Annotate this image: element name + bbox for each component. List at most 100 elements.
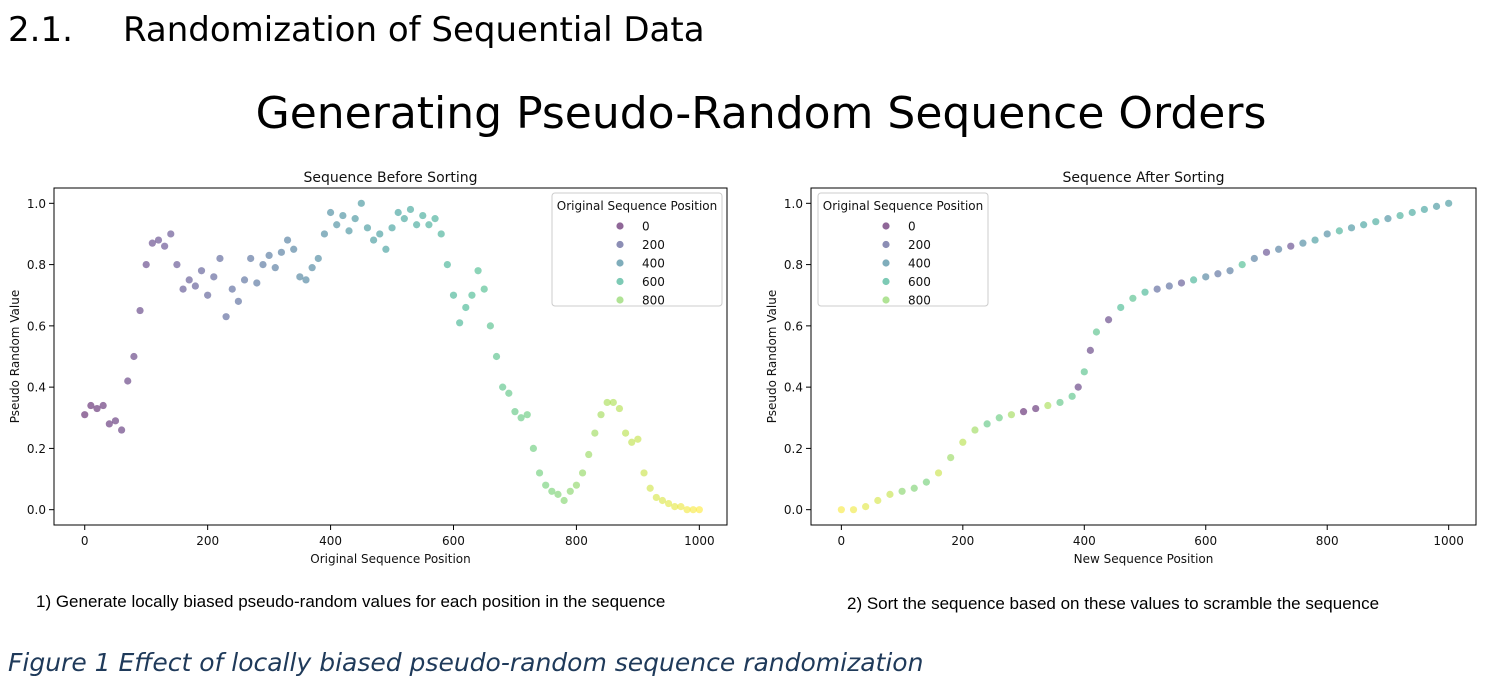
data-point xyxy=(265,251,273,259)
data-point xyxy=(259,260,267,269)
figure-caption: Figure 1 Effect of locally biased pseudo… xyxy=(8,648,924,677)
data-point xyxy=(910,484,918,492)
legend-marker xyxy=(882,296,890,304)
data-point xyxy=(886,490,894,498)
data-point xyxy=(849,506,858,514)
data-point xyxy=(130,352,138,361)
legend: Original Sequence Position 0 200 400 600 800 xyxy=(551,192,723,308)
data-point xyxy=(425,221,433,229)
data-point xyxy=(142,260,150,269)
legend-entry: 0 xyxy=(642,220,650,234)
x-tick-label: 1000 xyxy=(684,534,715,548)
data-point xyxy=(934,469,943,477)
legend-marker xyxy=(616,222,624,230)
data-point xyxy=(1177,279,1186,287)
data-point xyxy=(345,227,353,235)
data-point xyxy=(1165,282,1173,290)
section-title: Randomization of Sequential Data xyxy=(123,10,705,50)
data-point xyxy=(995,414,1003,422)
data-point xyxy=(535,469,544,477)
y-tick-label: 0.8 xyxy=(27,258,46,272)
data-point xyxy=(1226,267,1234,275)
data-point xyxy=(609,398,617,407)
data-point xyxy=(1360,221,1368,229)
data-point xyxy=(81,411,89,419)
data-point xyxy=(1032,404,1040,413)
data-point xyxy=(922,478,930,486)
y-tick-label: 0.2 xyxy=(27,442,46,456)
data-point xyxy=(621,429,630,437)
legend-marker xyxy=(616,296,624,304)
data-point xyxy=(320,230,329,238)
data-point xyxy=(1141,288,1149,296)
y-tick-label: 0.4 xyxy=(784,381,803,395)
data-point xyxy=(560,496,568,505)
data-point xyxy=(326,208,335,217)
data-point xyxy=(517,414,525,422)
legend-entry: 800 xyxy=(908,294,931,308)
data-point xyxy=(296,273,304,281)
data-point xyxy=(1238,260,1246,269)
data-point xyxy=(1287,242,1295,250)
data-point xyxy=(1190,276,1198,284)
data-point xyxy=(234,297,242,305)
data-point xyxy=(1372,218,1380,226)
data-point xyxy=(240,276,249,284)
data-point xyxy=(173,260,181,269)
data-point xyxy=(1396,211,1404,220)
x-tick-label: 600 xyxy=(1194,534,1217,548)
data-point xyxy=(222,313,230,321)
data-point xyxy=(677,503,685,511)
legend-marker xyxy=(616,277,624,286)
data-point xyxy=(462,303,470,312)
data-point xyxy=(983,420,991,428)
data-point xyxy=(339,211,347,220)
data-point xyxy=(1347,224,1356,232)
data-point xyxy=(105,420,113,428)
x-tick-label: 400 xyxy=(319,534,342,548)
legend-marker xyxy=(882,240,890,249)
data-point xyxy=(228,285,236,293)
legend-marker xyxy=(616,240,624,249)
data-point xyxy=(529,444,537,453)
data-point xyxy=(148,239,156,247)
data-point xyxy=(542,481,550,489)
data-point xyxy=(1056,398,1064,407)
y-tick-label: 1.0 xyxy=(784,197,803,211)
legend-entry: 200 xyxy=(642,238,665,252)
data-point xyxy=(302,276,310,284)
data-point xyxy=(247,254,255,263)
data-point xyxy=(314,254,322,263)
data-point xyxy=(1432,202,1441,210)
x-axis-label: Original Sequence Position xyxy=(310,552,471,566)
data-point xyxy=(351,215,359,223)
data-point xyxy=(658,496,667,505)
data-point xyxy=(449,291,458,299)
data-point xyxy=(93,404,101,413)
plot-frame xyxy=(53,187,728,526)
y-tick-label: 0.2 xyxy=(784,442,803,456)
legend-box xyxy=(817,192,989,307)
x-tick-label: 800 xyxy=(565,534,588,548)
y-tick-label: 1.0 xyxy=(27,197,46,211)
data-point xyxy=(578,469,587,477)
data-point xyxy=(634,435,642,443)
data-point xyxy=(1104,316,1113,324)
y-axis-label: Pseudo Random Value xyxy=(8,290,22,424)
y-tick-label: 0.8 xyxy=(784,258,803,272)
chart-after-sorting: Sequence After Sorting 0.0 0.2 0.4 0.6 0.8 1.0… xyxy=(765,170,1477,566)
data-point xyxy=(136,306,144,315)
data-point xyxy=(572,481,581,489)
data-point xyxy=(898,487,906,495)
legend-entry: 800 xyxy=(642,294,665,308)
legend-marker xyxy=(882,259,890,267)
section-heading: 2.1. Randomization of Sequential Data xyxy=(8,10,705,50)
data-point xyxy=(1408,208,1416,217)
data-point xyxy=(277,248,286,256)
legend-entry: 200 xyxy=(908,238,931,252)
data-point xyxy=(1044,401,1052,410)
data-point xyxy=(413,221,421,229)
data-point xyxy=(1117,303,1125,312)
data-point xyxy=(406,205,415,214)
x-tick-label: 400 xyxy=(1073,534,1096,548)
